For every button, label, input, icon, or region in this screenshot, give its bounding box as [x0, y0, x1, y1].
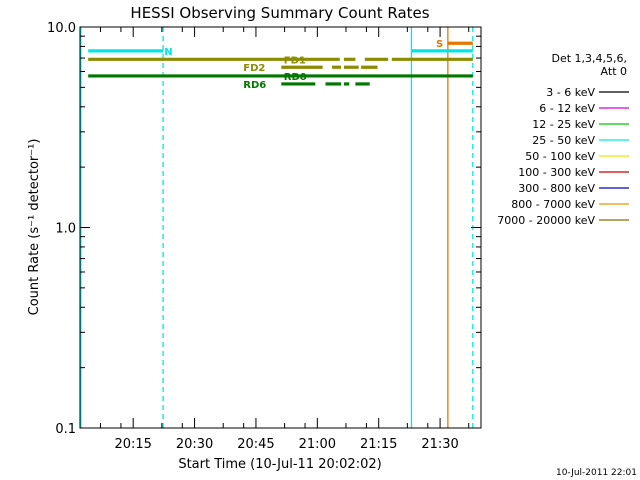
axes: 10.0 1.0 0.1 20:15 20:30 20:45 21:00 21:15 21:30 [47, 21, 481, 452]
legend-label: 300 - 800 keV [518, 182, 595, 195]
legend-label: 3 - 6 keV [546, 86, 595, 99]
legend: Det 1,3,4,5,6,Att 0 3 - 6 keV 6 - 12 keV 12… [497, 52, 629, 227]
flag-label-n: N [164, 47, 172, 58]
x-tick-label: 21:30 [421, 437, 458, 452]
legend-label: 100 - 300 keV [518, 166, 595, 179]
legend-label: 6 - 12 keV [539, 102, 595, 115]
x-axis-label: Start Time (10-Jul-11 20:02:02) [178, 457, 381, 472]
x-tick-label: 21:00 [299, 437, 336, 452]
flag-label-fd2: FD2 [243, 63, 265, 74]
flag-label-s: S [436, 39, 443, 50]
plot-frame [79, 26, 482, 429]
y-tick-label: 10.0 [47, 21, 76, 36]
y-tick-label: 0.1 [55, 422, 76, 437]
y-axis-label: Count Rate (s⁻¹ detector⁻¹) [27, 139, 42, 316]
y-tick-label: 1.0 [55, 222, 76, 237]
x-tick-label: 20:45 [237, 437, 274, 452]
legend-label: 7000 - 20000 keV [497, 214, 595, 227]
legend-title: Att 0 [601, 65, 627, 78]
legend-label: 12 - 25 keV [532, 118, 595, 131]
flag-label-rd6: RD6 [243, 80, 266, 91]
legend-label: 25 - 50 keV [532, 134, 595, 147]
chart-title: HESSI Observing Summary Count Rates [130, 4, 429, 22]
x-tick-label: 20:15 [114, 437, 151, 452]
legend-label: 800 - 7000 keV [511, 198, 595, 211]
flag-label-rd0: RD0 [284, 72, 307, 83]
flag-label-fd1: FD1 [284, 55, 306, 66]
footer-timestamp: 10-Jul-2011 22:01 [556, 468, 637, 478]
x-tick-label: 20:30 [176, 437, 213, 452]
x-tick-label: 21:15 [360, 437, 397, 452]
plot-area: N S FD1 FD2 RD0 RD6 [80, 27, 474, 428]
legend-title: Det 1,3,4,5,6, [551, 52, 627, 65]
legend-label: 50 - 100 keV [525, 150, 595, 163]
